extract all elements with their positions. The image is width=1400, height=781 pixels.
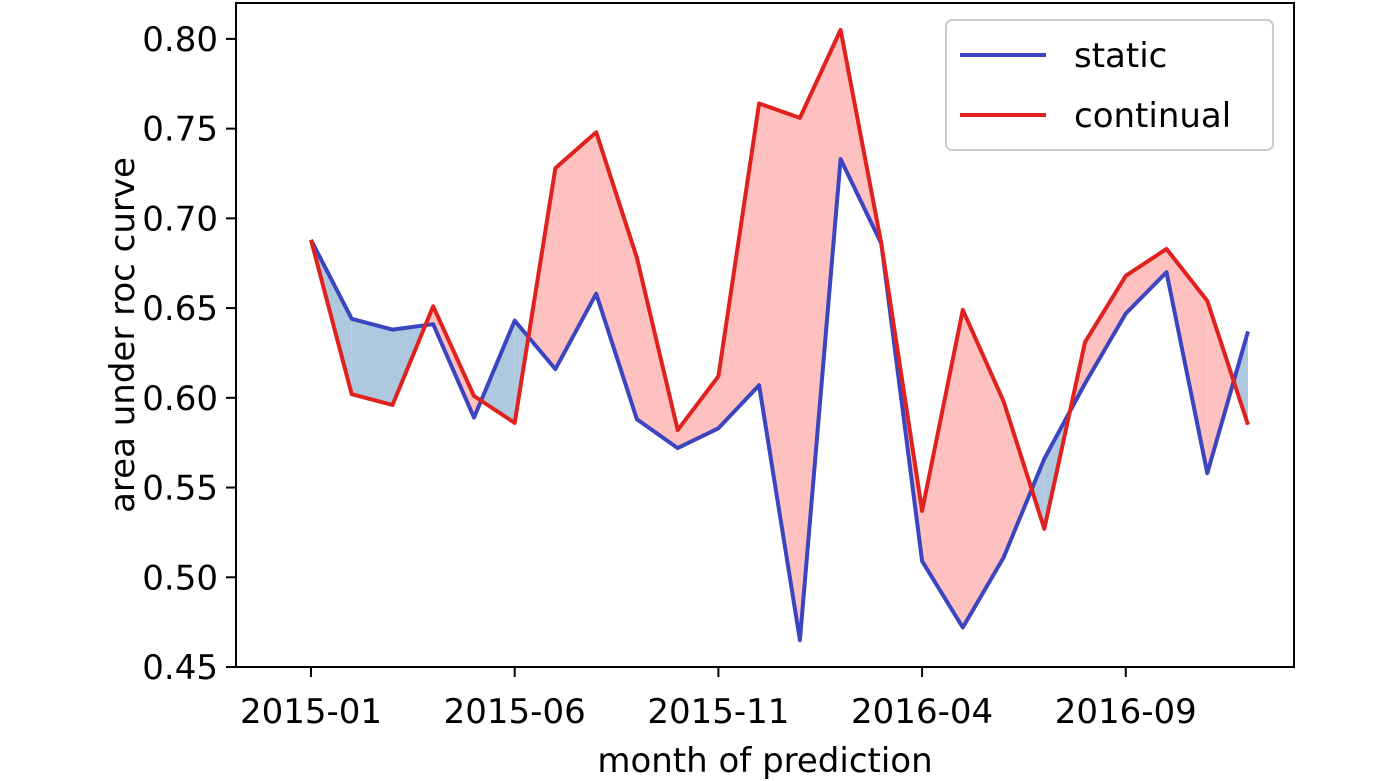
difference-fill-segment: [1125, 248, 1167, 314]
difference-fill-segment: [759, 103, 800, 641]
series-line-continual: [309, 27, 1250, 531]
x-tick-label: 2015-11: [647, 692, 789, 732]
legend-box: [945, 19, 1274, 151]
difference-fill-segment: [481, 320, 515, 423]
plot-frame: [235, 2, 1295, 668]
x-tick-label: 2015-06: [444, 692, 586, 732]
difference-fill-segment: [1233, 331, 1248, 425]
difference-fill-segment: [962, 309, 1004, 628]
y-tick-label: 0.45: [142, 648, 218, 688]
difference-fill-segment: [596, 132, 637, 420]
x-axis: 2015-01 2015-06 2015-11 2016-04 2016-09: [240, 667, 1197, 732]
difference-fill-segment: [799, 29, 841, 641]
legend-label-static: static: [1074, 36, 1167, 76]
series-lines: [309, 27, 1250, 643]
difference-fill-segment: [1207, 300, 1234, 474]
difference-fill-segment: [1085, 275, 1126, 384]
difference-fill-segment: [1031, 458, 1045, 529]
y-axis-label: area under roc curve: [103, 157, 143, 513]
difference-fill-segment: [1003, 401, 1032, 558]
y-tick-label: 0.70: [142, 199, 218, 239]
x-tick-label: 2015-01: [240, 692, 382, 732]
y-tick-label: 0.65: [142, 289, 218, 329]
x-tick-label: 2016-04: [851, 692, 993, 732]
legend: static continual: [945, 19, 1274, 151]
y-tick-label: 0.80: [142, 20, 218, 60]
y-axis: 0.45 0.50 0.55 0.60 0.65 0.70 0.75 0.80: [142, 20, 236, 688]
y-tick-label: 0.75: [142, 110, 218, 150]
series-line-static: [309, 157, 1250, 643]
difference-fill-segment: [351, 318, 393, 405]
x-tick-label: 2016-09: [1055, 692, 1197, 732]
difference-fill-segment: [922, 309, 963, 628]
y-tick-label: 0.50: [142, 558, 218, 598]
y-tick-label: 0.55: [142, 469, 218, 509]
y-tick-label: 0.60: [142, 379, 218, 419]
difference-fill-segment: [677, 376, 719, 449]
x-axis-label: month of prediction: [597, 741, 932, 781]
legend-label-continual: continual: [1074, 96, 1231, 136]
